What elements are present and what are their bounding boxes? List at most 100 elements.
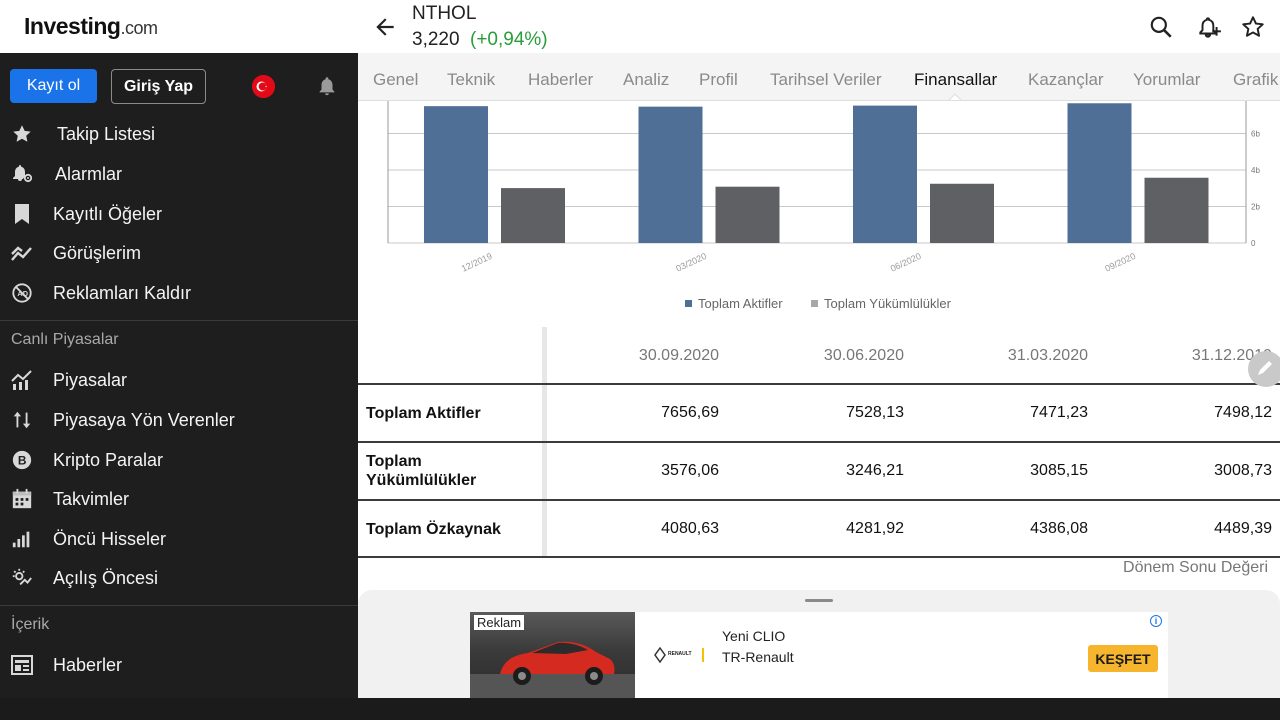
y-tick-label: 0 bbox=[1251, 239, 1256, 248]
menu-label: Reklamları Kaldır bbox=[53, 282, 192, 303]
row-label-total-assets: Toplam Aktifler bbox=[366, 405, 481, 422]
legend-label: Toplam Yükümlülükler bbox=[824, 296, 951, 311]
table-cell: 4489,39 bbox=[1214, 520, 1272, 537]
period-end-value-note: Dönem Sonu Değeri bbox=[1123, 559, 1268, 576]
menu-label: Öncü Hisseler bbox=[53, 528, 167, 549]
ad-info-icon[interactable]: i bbox=[1150, 615, 1162, 627]
navigation-drawer: Investing.com Kayıt ol Giriş Yap bbox=[0, 0, 358, 698]
legend-item-assets: Toplam Aktifler bbox=[685, 296, 783, 311]
sheet-drag-handle[interactable] bbox=[805, 599, 833, 602]
investing-logo[interactable]: Investing.com bbox=[24, 13, 158, 39]
notifications-bell-icon[interactable] bbox=[316, 75, 338, 97]
table-cell: 7498,12 bbox=[1214, 404, 1272, 421]
row-label-total-equity: Toplam Özkaynak bbox=[366, 521, 501, 538]
instrument-price: 3,220 bbox=[412, 29, 460, 50]
row-label-total-liabilities: Toplam Yükümlülükler bbox=[366, 453, 477, 489]
table-rule bbox=[358, 499, 1280, 501]
table-rule bbox=[358, 556, 1280, 558]
menu-item-leading-stocks[interactable]: Öncü Hisseler bbox=[0, 520, 358, 558]
tab-tarihsel-veriler[interactable]: Tarihsel Veriler bbox=[770, 70, 882, 89]
sunrise-icon bbox=[10, 566, 34, 590]
y-tick-label: 2b bbox=[1251, 203, 1260, 212]
drawer-logo-bar: Investing.com bbox=[0, 0, 358, 53]
menu-item-pre-market[interactable]: Açılış Öncesi bbox=[0, 559, 358, 597]
legend-item-liabilities: Toplam Yükümlülükler bbox=[811, 296, 951, 311]
ad-banner[interactable]: Reklam RENAULT Yeni CLIO TR-Renault KEŞF… bbox=[470, 612, 1168, 698]
tab-finansallar[interactable]: Finansallar bbox=[914, 70, 998, 89]
table-header-date: 31.03.2020 bbox=[1007, 347, 1088, 364]
ad-car-image: Reklam bbox=[470, 612, 635, 698]
tab-grafik[interactable]: Grafik bbox=[1233, 70, 1279, 89]
x-tick-label: 12/2019 bbox=[460, 251, 494, 274]
bar-assets[interactable] bbox=[1067, 103, 1132, 243]
ad-advertiser: TR-Renault bbox=[722, 649, 794, 665]
menu-label: Kripto Paralar bbox=[53, 449, 164, 470]
back-arrow-icon[interactable] bbox=[372, 14, 398, 40]
tab-teknik[interactable]: Teknik bbox=[447, 70, 496, 89]
bar-liabilities[interactable] bbox=[501, 188, 565, 243]
bar-liabilities[interactable] bbox=[930, 183, 994, 243]
login-button[interactable]: Giriş Yap bbox=[111, 69, 206, 104]
menu-item-alarms[interactable]: Alarmlar bbox=[0, 155, 358, 193]
menu-item-saved[interactable]: Kayıtlı Öğeler bbox=[0, 195, 358, 233]
system-navigation-bar bbox=[0, 698, 1280, 720]
menu-label: Görüşlerim bbox=[53, 242, 142, 263]
table-cell: 4080,63 bbox=[661, 520, 719, 537]
y-tick-label: 6b bbox=[1251, 130, 1260, 139]
search-icon[interactable] bbox=[1148, 14, 1174, 40]
turkey-flag-icon[interactable] bbox=[252, 75, 275, 98]
section-title-live-markets: Canlı Piyasalar bbox=[11, 331, 119, 348]
drawer-divider bbox=[0, 605, 358, 606]
renault-logo-icon: RENAULT bbox=[653, 646, 705, 664]
bar-assets[interactable] bbox=[853, 105, 917, 243]
instrument-header: NTHOL 3,220 (+0,94%) bbox=[358, 0, 1280, 53]
ad-bottom-sheet: Reklam RENAULT Yeni CLIO TR-Renault KEŞF… bbox=[358, 590, 1280, 698]
menu-label: Açılış Öncesi bbox=[53, 567, 159, 588]
ad-discover-button[interactable]: KEŞFET bbox=[1088, 645, 1158, 672]
tab-analiz[interactable]: Analiz bbox=[623, 70, 670, 89]
bookmark-icon bbox=[10, 202, 34, 226]
menu-label: Takip Listesi bbox=[57, 123, 156, 144]
tab-haberler[interactable]: Haberler bbox=[528, 70, 594, 89]
table-cell: 3085,15 bbox=[1030, 462, 1088, 479]
bar-liabilities[interactable] bbox=[1144, 177, 1209, 243]
menu-label: Piyasalar bbox=[53, 369, 128, 390]
ad-title: Yeni CLIO bbox=[722, 628, 786, 644]
tab-genel[interactable]: Genel bbox=[373, 70, 419, 89]
edit-pencil-icon[interactable] bbox=[1248, 351, 1280, 387]
menu-item-remove-ads[interactable]: AD Reklamları Kaldır bbox=[0, 274, 358, 312]
bar-assets[interactable] bbox=[424, 106, 488, 244]
menu-item-market-movers[interactable]: Piyasaya Yön Verenler bbox=[0, 401, 358, 439]
menu-item-calendars[interactable]: Takvimler bbox=[0, 480, 358, 518]
menu-label: Kayıtlı Öğeler bbox=[53, 203, 163, 224]
table-cell: 7471,23 bbox=[1030, 404, 1088, 421]
drawer-divider bbox=[0, 320, 358, 321]
tab-kazanclar[interactable]: Kazançlar bbox=[1028, 70, 1104, 89]
tab-yorumlar[interactable]: Yorumlar bbox=[1133, 70, 1201, 89]
tab-profil[interactable]: Profil bbox=[699, 70, 738, 89]
table-rule bbox=[358, 441, 1280, 443]
menu-item-crypto[interactable]: B Kripto Paralar bbox=[0, 441, 358, 479]
up-down-arrows-icon bbox=[10, 408, 34, 432]
menu-item-news[interactable]: Haberler bbox=[0, 646, 358, 684]
favorite-star-icon[interactable] bbox=[1240, 14, 1266, 40]
menu-label: Haberler bbox=[53, 654, 123, 675]
y-tick-label: 4b bbox=[1251, 166, 1260, 175]
instrument-change: (+0,94%) bbox=[470, 29, 548, 50]
section-title-content: İçerik bbox=[11, 616, 50, 633]
menu-item-markets[interactable]: Piyasalar bbox=[0, 361, 358, 399]
table-cell: 7528,13 bbox=[846, 404, 904, 421]
bitcoin-icon: B bbox=[10, 448, 34, 472]
bar-liabilities[interactable] bbox=[715, 186, 780, 243]
active-tab-caret-icon bbox=[948, 93, 962, 100]
svg-text:AD: AD bbox=[17, 289, 28, 298]
bar-assets[interactable] bbox=[638, 106, 703, 243]
table-header-date: 30.06.2020 bbox=[823, 347, 904, 364]
menu-item-watchlist[interactable]: Takip Listesi bbox=[0, 115, 358, 153]
table-cell: 7656,69 bbox=[661, 404, 719, 421]
x-tick-label: 03/2020 bbox=[674, 251, 708, 274]
add-alert-icon[interactable] bbox=[1196, 14, 1222, 40]
menu-item-opinions[interactable]: Görüşlerim bbox=[0, 234, 358, 272]
register-button[interactable]: Kayıt ol bbox=[10, 69, 97, 103]
